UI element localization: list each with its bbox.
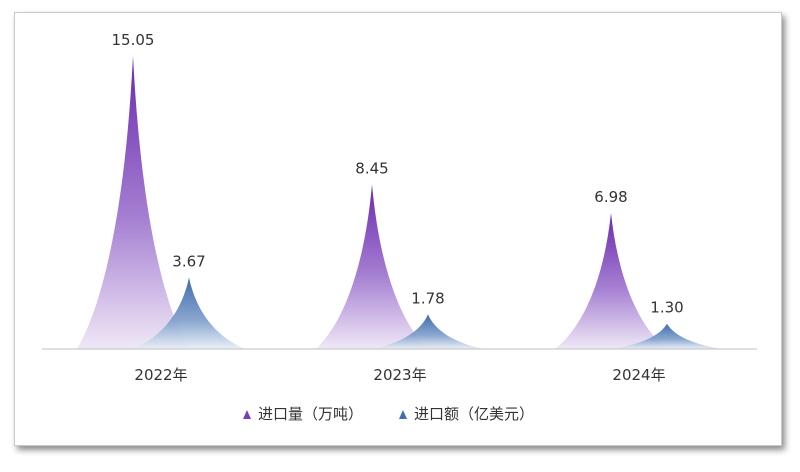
chart-labels: 15.05 8.45 6.98 3.67 1.78 1.30 2022年 2023年 2024年 bbox=[112, 31, 684, 384]
legend-label: 进口额（亿美元） bbox=[414, 405, 534, 423]
cone-mark bbox=[316, 184, 428, 349]
value-label: 3.67 bbox=[172, 253, 205, 271]
value-label: 8.45 bbox=[355, 159, 388, 177]
value-label: 6.98 bbox=[594, 188, 627, 206]
legend-label: 进口量（万吨） bbox=[258, 405, 363, 423]
x-tick-label: 2023年 bbox=[373, 366, 426, 384]
cone-mark bbox=[133, 277, 245, 349]
cone-mark bbox=[611, 323, 723, 349]
cone-mark bbox=[372, 314, 484, 349]
cone-mark bbox=[555, 213, 667, 349]
x-tick-label: 2022年 bbox=[134, 366, 187, 384]
chart-svg: 15.05 8.45 6.98 3.67 1.78 1.30 2022年 2023年 2024年… bbox=[42, 31, 757, 423]
chart-marks bbox=[77, 56, 723, 349]
chart-frame: 15.05 8.45 6.98 3.67 1.78 1.30 2022年 2023年 2024年… bbox=[14, 12, 782, 446]
value-label: 1.30 bbox=[650, 299, 683, 317]
value-label: 15.05 bbox=[112, 31, 155, 49]
legend-marker bbox=[243, 410, 251, 419]
legend-marker bbox=[399, 410, 407, 419]
value-label: 1.78 bbox=[411, 289, 444, 307]
legend: 进口量（万吨） 进口额（亿美元） bbox=[243, 405, 534, 423]
x-tick-label: 2024年 bbox=[612, 366, 665, 384]
cone-mark bbox=[77, 56, 189, 349]
